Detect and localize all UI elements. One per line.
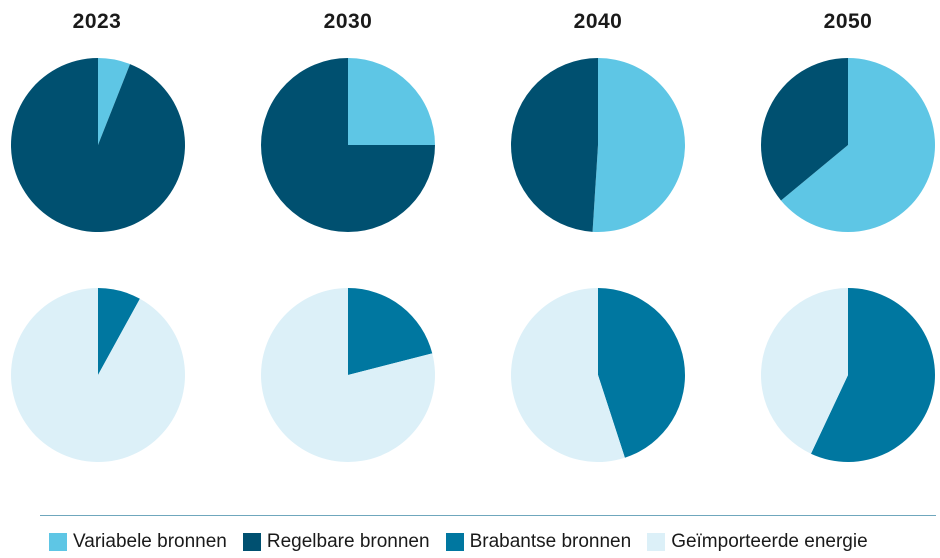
year-label-2023: 2023 bbox=[72, 10, 122, 33]
legend-item-regelbare-bronnen: Regelbare bronnen bbox=[242, 531, 430, 553]
pie-slice-variabele-bronnen-2030 bbox=[348, 58, 435, 145]
pie-slice-variabele-bronnen-2050 bbox=[780, 58, 936, 233]
pie-slice-geimporteerde-energie-2023 bbox=[10, 288, 185, 462]
legend-swatch-geimporteerde-energie bbox=[647, 533, 666, 551]
pie-slice-variabele-bronnen-2023 bbox=[98, 58, 131, 145]
legend-item-variabele-bronnen: Variabele bronnen bbox=[49, 531, 227, 553]
pie-slice-regelbare-bronnen-2040 bbox=[511, 58, 598, 232]
pie-slice-geimporteerde-energie-2040 bbox=[510, 288, 625, 462]
legend-label-regelbare-bronnen: Regelbare bronnen bbox=[266, 531, 430, 552]
pie-slice-geimporteerde-energie-2030 bbox=[261, 288, 435, 462]
legend-swatch-regelbare-bronnen bbox=[242, 533, 261, 551]
pie-slice-brabantse-bronnen-2050 bbox=[810, 288, 935, 462]
legend: Variabele bronnen Regelbare bronnen Brab… bbox=[49, 531, 868, 553]
legend-swatch-variabele-bronnen bbox=[49, 533, 67, 551]
legend-label-brabantse-bronnen: Brabantse bronnen bbox=[469, 531, 632, 552]
pie-slice-regelbare-bronnen-2023 bbox=[11, 58, 186, 233]
legend-label-variabele-bronnen: Variabele bronnen bbox=[73, 531, 227, 552]
pie-slice-regelbare-bronnen-2030 bbox=[261, 58, 435, 232]
pie-charts bbox=[10, 58, 936, 462]
pie-slice-variabele-bronnen-2040 bbox=[592, 58, 686, 232]
legend-item-geimporteerde-energie: Geïmporteerde energie bbox=[647, 531, 868, 553]
legend-swatch-brabantse-bronnen bbox=[445, 533, 464, 551]
pie-slice-brabantse-bronnen-2023 bbox=[98, 288, 140, 375]
year-label-2050: 2050 bbox=[823, 10, 873, 33]
pie-slice-regelbare-bronnen-2050 bbox=[760, 58, 848, 201]
legend-label-geimporteerde-energie: Geïmporteerde energie bbox=[671, 531, 868, 552]
pie-slice-brabantse-bronnen-2040 bbox=[598, 288, 685, 458]
pie-slice-geimporteerde-energie-2050 bbox=[761, 288, 848, 454]
pie-slice-brabantse-bronnen-2030 bbox=[348, 288, 433, 375]
legend-divider bbox=[40, 515, 936, 516]
year-label-2040: 2040 bbox=[573, 10, 623, 33]
year-label-2030: 2030 bbox=[323, 10, 373, 33]
legend-item-brabantse-bronnen: Brabantse bronnen bbox=[445, 531, 632, 553]
